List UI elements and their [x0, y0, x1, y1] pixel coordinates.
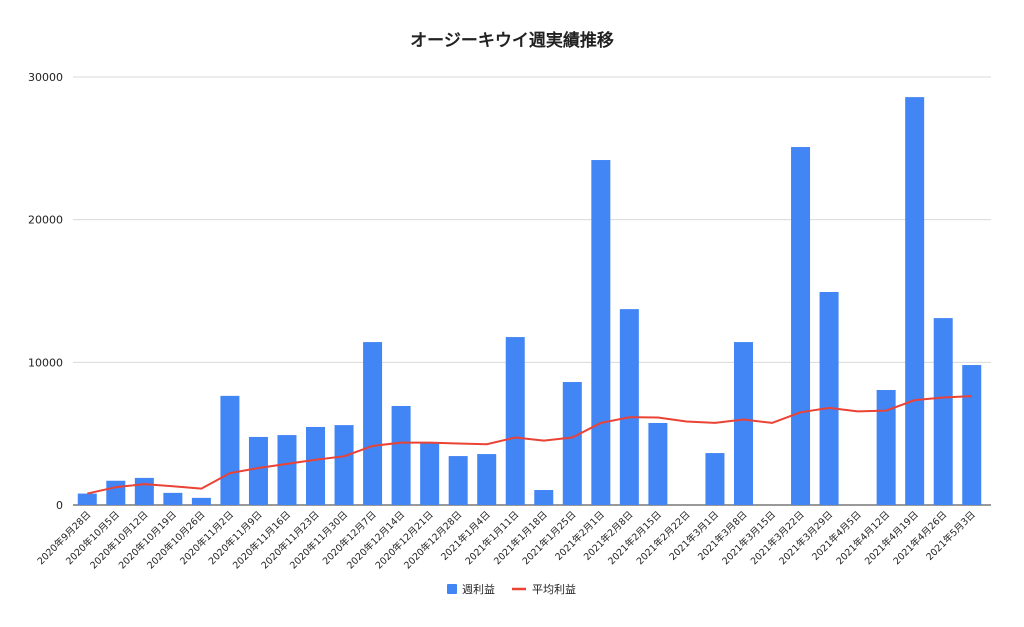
bar — [163, 492, 183, 505]
x-tick-label: 2021年2月1日 — [553, 509, 607, 563]
bar — [534, 490, 554, 505]
bar — [819, 291, 839, 505]
average-line — [87, 395, 972, 495]
bar — [306, 426, 326, 505]
bar — [477, 454, 497, 505]
bar — [648, 422, 668, 505]
bar — [591, 160, 611, 506]
bar — [562, 382, 582, 505]
bar — [876, 390, 896, 505]
bar — [277, 435, 297, 505]
x-tick-label: 2021年1月4日 — [439, 509, 493, 563]
bar — [191, 497, 211, 505]
legend-swatch-weekly — [447, 584, 457, 594]
x-tick-label: 2021年2月8日 — [581, 509, 635, 563]
y-tick-label: 20000 — [28, 214, 63, 227]
legend-label-weekly: 週利益 — [462, 582, 495, 596]
bar — [933, 318, 953, 505]
x-tick-label: 2021年3月1日 — [667, 509, 721, 563]
x-tick-label: 2021年3月8日 — [695, 509, 749, 563]
bar — [505, 337, 525, 505]
bar — [77, 493, 97, 505]
bar — [448, 456, 468, 505]
bar — [905, 97, 925, 505]
y-tick-label: 0 — [56, 499, 63, 512]
x-tick-label: 2021年4月5日 — [809, 509, 863, 563]
bar — [134, 477, 154, 505]
chart-title: オージーキウイ週実績推移 — [410, 30, 614, 51]
bar — [334, 425, 354, 505]
bar — [363, 342, 383, 505]
legend: 週利益 平均利益 — [447, 582, 576, 596]
y-tick-label: 30000 — [28, 71, 63, 84]
bar — [420, 442, 440, 505]
bar — [733, 342, 753, 505]
bar — [791, 147, 811, 506]
bar — [220, 395, 240, 505]
y-tick-label: 10000 — [28, 356, 63, 369]
x-tick-label: 2021年5月3日 — [924, 509, 978, 563]
bar — [962, 365, 982, 505]
bar — [106, 480, 126, 505]
bar — [619, 309, 639, 505]
bar — [248, 436, 268, 505]
bar — [391, 405, 411, 505]
bar — [705, 453, 725, 505]
legend-label-average: 平均利益 — [532, 582, 576, 596]
